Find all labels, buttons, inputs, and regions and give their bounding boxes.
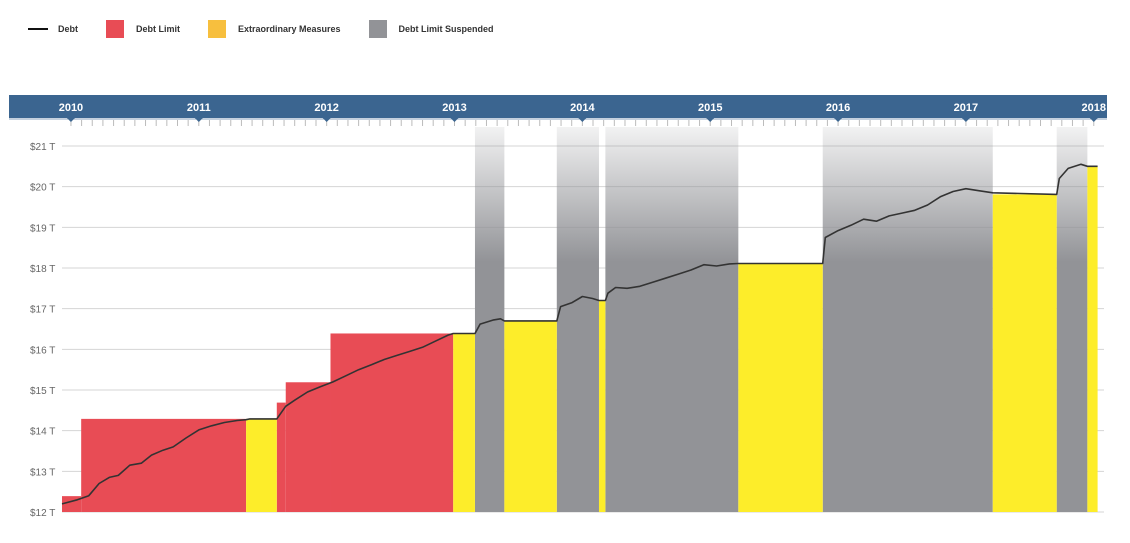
year-marker xyxy=(66,118,75,122)
year-marker xyxy=(961,118,970,122)
timeline-bar xyxy=(9,95,1107,118)
y-tick-label: $21 T xyxy=(30,142,55,153)
legend-label-debt-limit: Debt Limit xyxy=(136,24,180,34)
year-marker xyxy=(194,118,203,122)
legend-swatch-debt-limit xyxy=(106,20,124,38)
legend-item-extraordinary-measures: Extraordinary Measures xyxy=(208,20,341,38)
year-label: 2010 xyxy=(59,102,83,114)
y-tick-label: $12 T xyxy=(30,508,55,519)
legend-label-debt-limit-suspended: Debt Limit Suspended xyxy=(398,24,494,34)
legend-label-debt: Debt xyxy=(58,24,78,34)
y-tick-label: $13 T xyxy=(30,467,55,478)
extraordinary-measures-block xyxy=(992,194,1057,513)
year-marker xyxy=(834,118,843,122)
extraordinary-measures-block xyxy=(598,300,606,512)
debt-line xyxy=(61,163,1098,505)
legend-label-extraordinary-measures: Extraordinary Measures xyxy=(238,24,341,34)
year-label: 2013 xyxy=(442,102,466,114)
year-marker xyxy=(1089,118,1098,122)
debt-limit-block xyxy=(285,382,331,512)
y-tick-label: $14 T xyxy=(30,427,55,438)
debt-limit-block xyxy=(81,418,247,512)
y-tick-label: $18 T xyxy=(30,264,55,275)
legend-item-debt-limit: Debt Limit xyxy=(106,20,180,38)
year-marker xyxy=(322,118,331,122)
legend-item-debt: Debt xyxy=(28,24,78,34)
year-label: 2017 xyxy=(954,102,978,114)
year-label: 2018 xyxy=(1082,102,1106,114)
year-marker xyxy=(706,118,715,122)
legend: Debt Debt Limit Extraordinary Measures D… xyxy=(28,20,522,38)
extraordinary-measures-block xyxy=(453,333,475,512)
y-tick-label: $15 T xyxy=(30,386,55,397)
extraordinary-measures-block xyxy=(738,263,823,512)
debt-limit-block xyxy=(276,402,286,512)
legend-swatch-extraordinary-measures xyxy=(208,20,226,38)
debt-limit-suspended-band xyxy=(822,127,993,512)
debt-limit-block xyxy=(62,496,82,512)
year-label: 2016 xyxy=(826,102,850,114)
y-tick-label: $19 T xyxy=(30,223,55,234)
debt-limit-suspended-band xyxy=(1056,127,1088,512)
year-label: 2014 xyxy=(570,102,595,114)
year-label: 2011 xyxy=(187,102,211,114)
year-marker xyxy=(578,118,587,122)
y-tick-label: $20 T xyxy=(30,183,55,194)
extraordinary-measures-block xyxy=(246,418,277,512)
y-tick-label: $16 T xyxy=(30,345,55,356)
year-marker xyxy=(450,118,459,122)
debt-limit-block xyxy=(330,333,454,512)
extraordinary-measures-block xyxy=(1087,166,1098,513)
debt-limit-suspended-band xyxy=(556,127,599,512)
legend-line-debt xyxy=(28,28,48,30)
year-label: 2015 xyxy=(698,102,722,114)
extraordinary-measures-block xyxy=(504,320,557,512)
legend-swatch-debt-limit-suspended xyxy=(368,20,387,38)
y-tick-label: $17 T xyxy=(30,305,55,316)
legend-item-debt-limit-suspended: Debt Limit Suspended xyxy=(368,20,494,38)
year-label: 2012 xyxy=(314,102,338,114)
debt-limit-suspended-band xyxy=(605,127,739,512)
